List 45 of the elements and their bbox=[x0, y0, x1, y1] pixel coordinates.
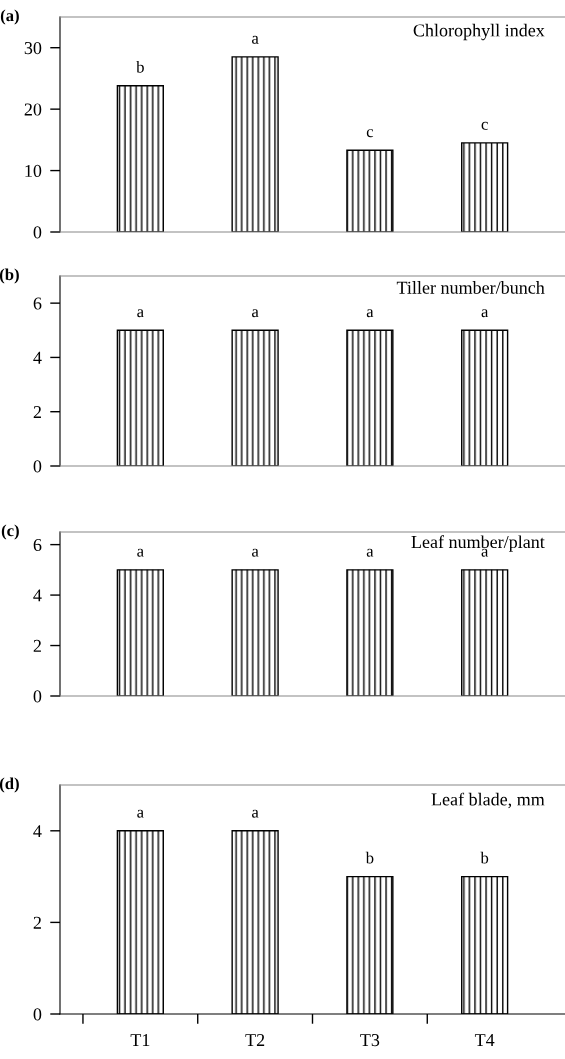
annotation: c bbox=[481, 121, 488, 130]
annotation: c bbox=[366, 129, 374, 138]
annotation: b bbox=[480, 851, 489, 864]
y-tick-label: 0 bbox=[33, 1008, 42, 1021]
y-tick-label: 6 bbox=[33, 538, 42, 552]
annotation: a bbox=[252, 809, 259, 818]
y-tick-label: 0 bbox=[33, 226, 42, 239]
annotation: Tiller number/bunch bbox=[396, 281, 545, 294]
y-tick-label: 6 bbox=[33, 297, 42, 310]
y-tick-label: 2 bbox=[33, 639, 41, 652]
y-tick-label: 0 bbox=[33, 460, 42, 473]
annotation: a bbox=[137, 809, 144, 818]
bar bbox=[346, 149, 394, 232]
chart-title: (a) bbox=[0, 9, 19, 25]
x-tick-label: T1 bbox=[130, 1034, 150, 1046]
y-tick-label: 2 bbox=[33, 406, 41, 418]
annotation: a bbox=[137, 309, 144, 318]
chart-title: (c) bbox=[1, 524, 19, 540]
annotation: a bbox=[366, 309, 374, 318]
y-tick-label: 20 bbox=[24, 103, 42, 116]
y-tick-label: 4 bbox=[33, 825, 42, 838]
x-tick-label: T2 bbox=[245, 1034, 265, 1046]
annotation: a bbox=[137, 548, 144, 557]
chart-title: (b) bbox=[0, 268, 19, 284]
y-tick-label: 4 bbox=[33, 589, 42, 602]
chart-title: (d) bbox=[0, 777, 19, 793]
bar bbox=[116, 85, 164, 232]
bar bbox=[461, 142, 509, 232]
annotation: a bbox=[366, 548, 374, 557]
x-tick-label: T4 bbox=[474, 1034, 495, 1046]
y-tick-label: 0 bbox=[33, 690, 42, 703]
y-tick-label: 4 bbox=[33, 351, 42, 364]
annotation: a bbox=[252, 35, 259, 44]
annotation: b bbox=[136, 60, 144, 73]
x-tick-label: T3 bbox=[360, 1034, 380, 1047]
annotation: Leaf blade, mm bbox=[431, 792, 545, 809]
annotation: a bbox=[481, 309, 489, 318]
annotation: b bbox=[365, 851, 374, 864]
bar bbox=[231, 56, 279, 232]
annotation: a bbox=[252, 309, 259, 318]
y-tick-label: 2 bbox=[33, 916, 41, 929]
y-tick-label: 30 bbox=[24, 41, 42, 55]
annotation: Chlorophyll index bbox=[413, 23, 545, 41]
y-tick-label: 10 bbox=[25, 164, 42, 178]
annotation: a bbox=[252, 548, 259, 557]
